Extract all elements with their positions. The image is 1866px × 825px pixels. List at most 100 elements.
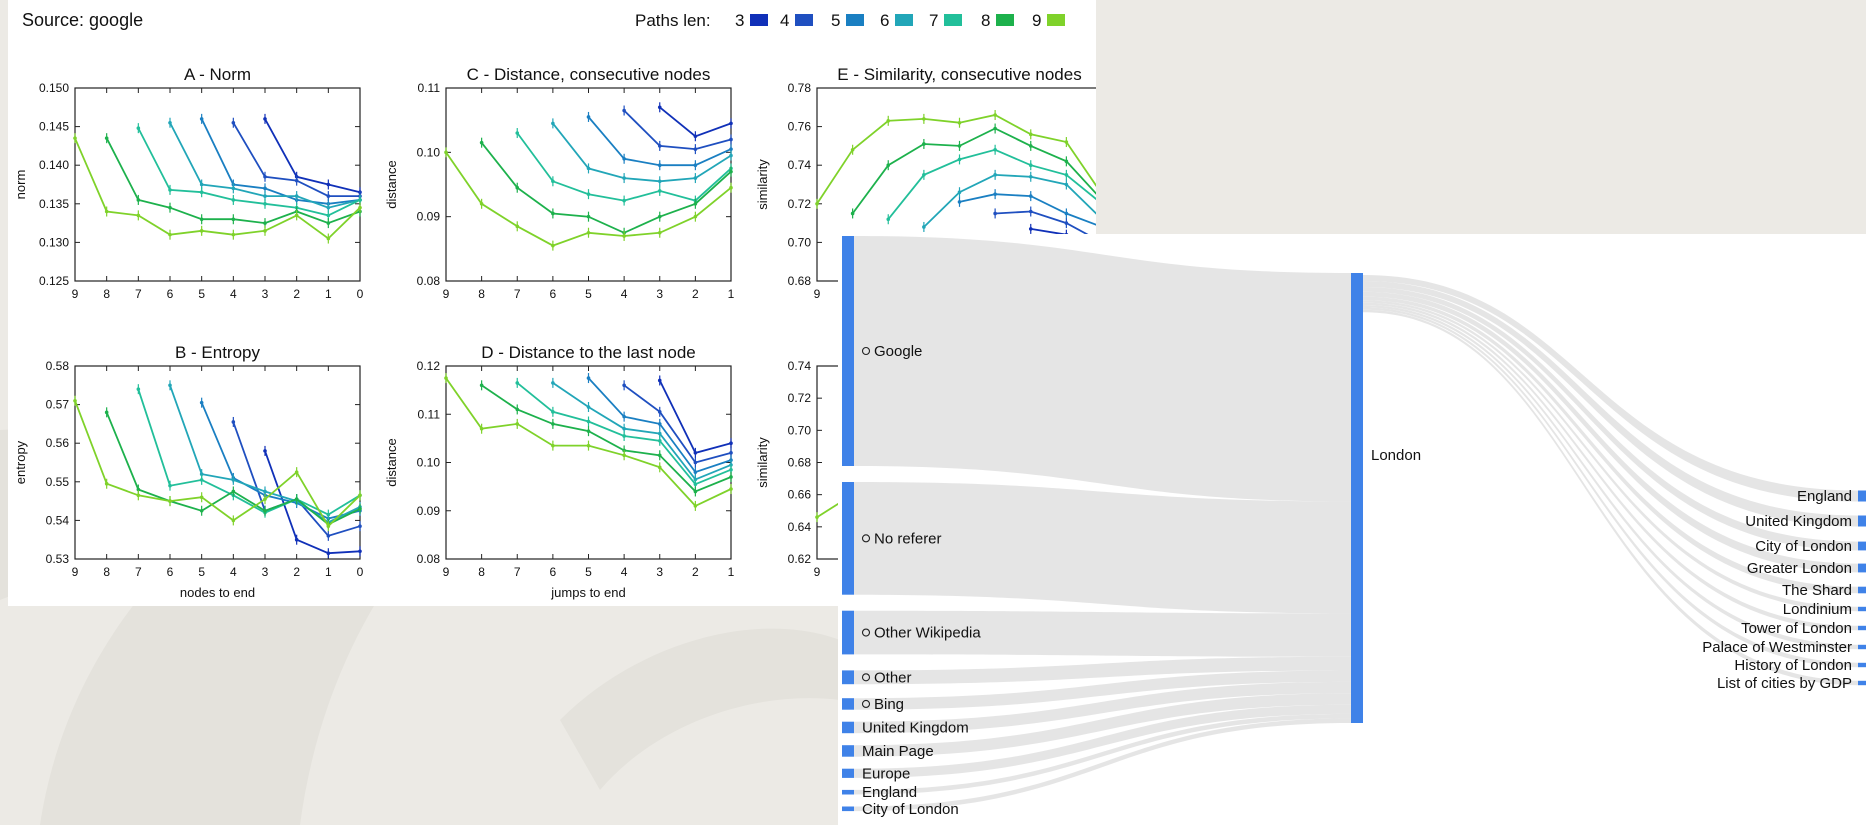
data-point	[957, 144, 962, 148]
sankey-source-node[interactable]	[842, 610, 854, 655]
data-point	[693, 451, 698, 455]
x-axis-label: jumps to end	[550, 585, 625, 600]
data-point	[622, 198, 626, 203]
data-point	[886, 119, 891, 123]
data-point	[551, 443, 555, 448]
sankey-source-node[interactable]	[842, 482, 854, 595]
data-point	[993, 173, 997, 177]
x-tick-label: 5	[198, 565, 205, 579]
data-point	[263, 174, 267, 179]
data-point	[231, 186, 236, 191]
data-point	[326, 534, 331, 538]
sankey-center-node[interactable]	[1351, 273, 1363, 723]
data-point	[1064, 173, 1069, 177]
data-point	[993, 211, 997, 216]
sankey-source-node[interactable]	[842, 806, 854, 812]
data-point	[922, 173, 926, 177]
sankey-target-node[interactable]	[1858, 541, 1866, 551]
data-point	[729, 441, 733, 446]
data-point	[693, 482, 698, 487]
data-point	[294, 178, 299, 183]
sankey-source-node[interactable]	[842, 721, 854, 734]
data-point	[515, 131, 520, 135]
data-point	[231, 478, 236, 482]
data-point	[957, 157, 962, 162]
data-point	[815, 515, 819, 519]
y-tick-label: 0.10	[417, 145, 441, 159]
sankey-source-node[interactable]	[842, 236, 854, 466]
data-point	[1028, 209, 1033, 214]
data-point	[199, 229, 204, 233]
data-point	[263, 186, 267, 191]
x-tick-label: 7	[514, 287, 521, 301]
sankey-target-node[interactable]	[1858, 644, 1866, 650]
sankey-target-node[interactable]	[1858, 625, 1866, 631]
sankey-target-node[interactable]	[1858, 606, 1866, 612]
line-plots-svg: Source: google Paths len: 3 4 5 6 7 8 9 …	[13, 10, 1096, 600]
y-tick-label: 0.68	[788, 274, 812, 288]
legend-swatch-3	[750, 14, 768, 26]
y-tick-label: 0.09	[417, 504, 441, 518]
sankey-source-node[interactable]	[842, 789, 854, 795]
data-point	[657, 230, 662, 235]
sankey-target-node[interactable]	[1858, 680, 1866, 686]
data-point	[957, 120, 962, 125]
x-tick-label: 5	[585, 565, 592, 579]
sankey-target-node[interactable]	[1858, 563, 1866, 573]
y-tick-label: 0.135	[39, 197, 69, 211]
data-point	[479, 140, 484, 145]
chart-E: E - Similarity, consecutive nodes similar…	[755, 65, 1096, 301]
legend-swatch-4	[795, 14, 813, 26]
y-tick-label: 0.62	[788, 552, 812, 566]
data-point	[168, 499, 172, 503]
data-point	[1064, 182, 1069, 187]
legend-swatch-7	[944, 14, 962, 26]
source-marker	[861, 346, 871, 356]
chart-title: C - Distance, consecutive nodes	[467, 65, 711, 84]
data-point	[199, 190, 204, 195]
x-tick-label: 4	[230, 565, 237, 579]
sankey-link-in	[854, 236, 1351, 502]
data-point	[993, 192, 997, 196]
data-point	[231, 120, 236, 125]
data-point	[358, 524, 362, 528]
data-point	[586, 443, 591, 448]
sankey-source-node[interactable]	[842, 670, 854, 685]
data-point	[551, 211, 555, 216]
sankey-target-node[interactable]	[1858, 662, 1866, 668]
sankey-source-label: Bing	[874, 696, 904, 713]
sankey-link-in	[854, 656, 1351, 685]
y-tick-label: 0.57	[46, 398, 70, 412]
sankey-link-in	[854, 713, 1351, 795]
y-tick-label: 0.78	[788, 81, 812, 95]
sankey-target-node[interactable]	[1858, 490, 1866, 502]
data-point	[263, 117, 267, 121]
data-point	[850, 147, 855, 152]
sankey-source-node[interactable]	[842, 768, 854, 778]
sankey-panel: England United Kingdom City of London Great…	[838, 234, 1866, 825]
data-point	[1028, 174, 1033, 179]
data-point	[729, 467, 733, 472]
chart-A: A - Norm norm 0.150 0.145 0.140 0.135 0.130 0.1…	[13, 65, 364, 301]
x-tick-label: 1	[325, 565, 332, 579]
data-point	[551, 121, 555, 126]
legend-label-6: 6	[880, 11, 889, 30]
data-point	[326, 236, 331, 241]
data-point	[294, 497, 299, 501]
sankey-source-node[interactable]	[842, 745, 854, 757]
sankey-source-label: Other Wikipedia	[874, 625, 981, 642]
sankey-target-label: City of London	[1755, 538, 1852, 555]
series-line-8	[851, 127, 1096, 215]
data-point	[693, 147, 698, 151]
sankey-target-node[interactable]	[1858, 586, 1866, 594]
data-point	[136, 493, 141, 498]
data-point	[326, 213, 331, 218]
sankey-target-node[interactable]	[1858, 515, 1866, 527]
sankey-source-node[interactable]	[842, 698, 854, 710]
legend-title: Paths len:	[635, 11, 711, 30]
x-tick-label: 0	[357, 287, 364, 301]
data-point	[886, 163, 891, 167]
y-axis-label: norm	[13, 170, 28, 200]
data-point	[1064, 221, 1069, 225]
x-tick-label: 6	[550, 565, 557, 579]
